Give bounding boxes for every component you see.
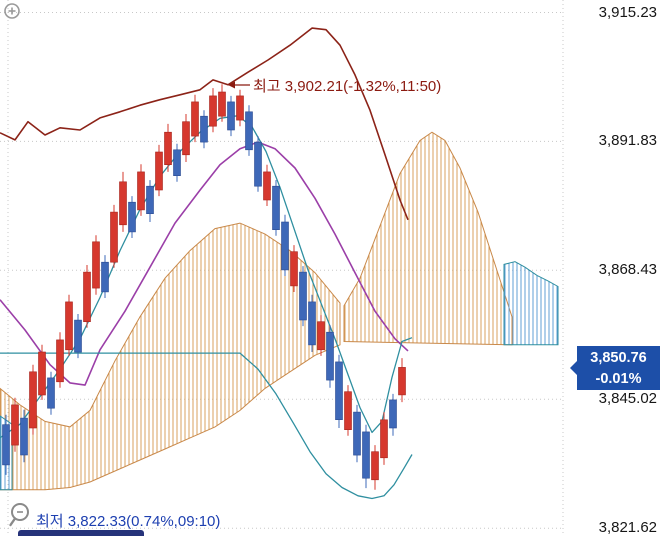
cloud-bullish-right bbox=[343, 131, 513, 346]
current-price-badge: 3,850.76 -0.01% bbox=[570, 345, 660, 390]
bottom-toolbar-edge bbox=[18, 530, 144, 536]
session-low-annotation: 최저 3,822.33(0.74%,09:10) bbox=[36, 513, 221, 530]
ichimoku-base-teal-line bbox=[0, 352, 413, 500]
y-axis-label: 3,845.02 bbox=[598, 390, 657, 408]
candlesticks bbox=[2, 84, 406, 490]
y-axis-label: 3,868.43 bbox=[598, 261, 657, 279]
ma-purple-line bbox=[0, 141, 409, 386]
y-axis-label: 3,915.23 bbox=[598, 3, 657, 21]
high-pointer-arrow bbox=[228, 81, 235, 89]
ma-dark-red-line bbox=[0, 27, 409, 221]
current-price-change: -0.01% bbox=[595, 370, 642, 387]
y-axis-label: 3,821.62 bbox=[598, 519, 657, 536]
session-high-annotation: 최고 3,902.21(-1.32%,11:50) bbox=[253, 78, 442, 95]
gridlines bbox=[0, 0, 564, 536]
cloud-bullish-left bbox=[0, 222, 341, 491]
magnifier-icon[interactable] bbox=[7, 501, 33, 529]
y-axis-label: 3,891.83 bbox=[598, 132, 657, 150]
zoom-plus-icon[interactable] bbox=[2, 2, 22, 22]
cloud-bearish-right bbox=[503, 261, 559, 346]
current-price-value: 3,850.76 bbox=[590, 349, 647, 366]
